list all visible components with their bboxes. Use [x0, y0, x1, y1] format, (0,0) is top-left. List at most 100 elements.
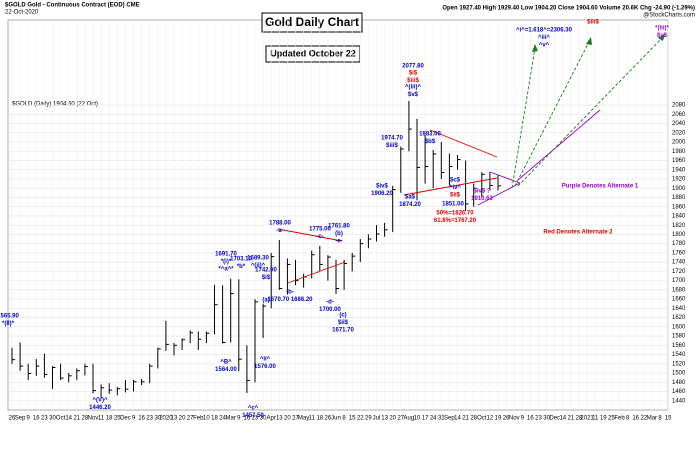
red-line [429, 129, 498, 158]
x-tick-label: 9 [521, 416, 525, 422]
y-tick-label: 1920 [672, 177, 686, 183]
y-tick-label: 1960 [672, 158, 686, 164]
annotation: $b$ [425, 139, 436, 145]
y-tick-label: 1600 [672, 324, 686, 330]
annotation: $iii$ [407, 78, 419, 84]
y-tick-label: 1860 [672, 204, 686, 210]
x-tick-label: 30 [49, 416, 56, 422]
annotation: 1788.00 [269, 221, 291, 227]
annotation: $iii$ [587, 20, 599, 26]
header-source: @StockCharts.com [643, 13, 695, 19]
x-tick-label: 14 [65, 416, 72, 422]
x-tick-label: 8 [342, 416, 346, 422]
y-tick-label: 2040 [672, 121, 686, 127]
annotation: 1670.70 1686.20 [267, 297, 313, 303]
x-tick-label: 21 [73, 416, 80, 422]
annotation: Purple Denotes Alternate 1 [562, 184, 639, 190]
x-tick-label: 26 [9, 416, 16, 422]
x-tick-label: 24 [219, 416, 226, 422]
y-tick-label: 1900 [672, 186, 686, 192]
x-tick-label: 19 [495, 416, 502, 422]
annotation: 1564.00 [215, 367, 237, 373]
x-tick-label: 14 [454, 416, 461, 422]
y-tick-label: 1840 [672, 214, 686, 220]
annotation: *(i)* [221, 259, 232, 265]
purple-line [477, 182, 521, 206]
x-tick-label: Dec [549, 416, 560, 422]
x-tick-label: 11 [309, 416, 316, 422]
x-tick-label: 28 [82, 416, 89, 422]
annotation: Red Denotes Alternate 2 [543, 230, 613, 236]
y-tick-label: 1720 [672, 269, 686, 275]
x-tick-label: 20 [389, 416, 396, 422]
annotation: $ii$ [338, 320, 349, 326]
x-tick-label: 21 [568, 416, 575, 422]
price-bars [11, 100, 501, 398]
x-tick-label: 16 [138, 416, 145, 422]
x-tick-label: Jun [331, 416, 341, 422]
annotation: ^v^ [539, 43, 550, 49]
y-tick-label: 1940 [672, 167, 686, 173]
x-tick-label: 27 [397, 416, 404, 422]
x-tick-label: 30 [543, 416, 550, 422]
annotation: 1906.20 [371, 191, 393, 197]
x-tick-label: 8 [658, 416, 662, 422]
trend-lines [277, 34, 665, 284]
x-tick-label: 11 [592, 416, 599, 422]
x-tick-label: Nov [88, 416, 99, 422]
x-tick-label: Aug [404, 416, 415, 422]
x-tick-label: 11 [98, 416, 105, 422]
x-tick-label: 30 [260, 416, 267, 422]
x-tick-label: Mar [647, 416, 657, 422]
y-tick-label: 1880 [672, 195, 686, 201]
x-tick-label: Jul [373, 416, 381, 422]
annotation: 1775.00 [309, 227, 331, 233]
x-tick-label: May [298, 416, 309, 422]
x-tick-label: Nov [509, 416, 520, 422]
chart-title: Gold Daily Chart [265, 15, 359, 29]
purple-line [517, 109, 601, 181]
y-tick-label: 1520 [672, 361, 686, 367]
x-tick-label: Feb [193, 416, 204, 422]
x-tick-label: 26 [325, 416, 332, 422]
y-tick-label: 1980 [672, 149, 686, 155]
x-tick-label: 29 [365, 416, 372, 422]
x-tick-label: 28 [576, 416, 583, 422]
annotation: $v$ [657, 33, 668, 39]
annotation: $c$ [450, 178, 461, 184]
x-tick-label: 24 [430, 416, 437, 422]
y-tick-label: 1540 [672, 352, 686, 358]
annotation: $ii$ [450, 193, 461, 199]
arrow-head [586, 37, 592, 45]
y-tick-label: 1680 [672, 287, 686, 293]
annotation: -d- [326, 300, 334, 306]
green-arrow [511, 47, 536, 189]
x-tick-label: 15 [349, 416, 356, 422]
y-tick-label: 1780 [672, 241, 686, 247]
annotation: 1742.90 [255, 268, 277, 274]
header-date: 22-Oct-2020 [5, 10, 39, 16]
x-tick-label: Sep [15, 416, 26, 422]
x-tick-label: 28 [470, 416, 477, 422]
annotation: $a$ [405, 195, 416, 201]
green-arrow [514, 39, 591, 187]
annotation: $i$ [262, 275, 271, 281]
x-tick-label: 16 [244, 416, 251, 422]
x-tick-label: 18 [106, 416, 113, 422]
x-tick-label: Feb [614, 416, 625, 422]
x-tick-label: 2020 [159, 416, 173, 422]
x-tick-label: 2021 [580, 416, 594, 422]
y-tick-label: 1700 [672, 278, 686, 284]
annotation: 1565.90 [0, 314, 20, 320]
x-tick-label: 15 [665, 416, 672, 422]
x-tick-label: 30 [154, 416, 161, 422]
header-quote: Open 1927.40 High 1929.40 Low 1904.20 Cl… [442, 6, 695, 12]
y-tick-label: 1480 [672, 380, 686, 386]
x-tick-label: 9 [237, 416, 241, 422]
x-tick-label: 14 [559, 416, 566, 422]
legend-label: $GOLD (Daily) 1904.60 (22 Oct) [12, 102, 98, 108]
grid [8, 20, 669, 410]
annotation: ^iv^ [449, 185, 462, 191]
header-symbol: $GOLD Gold - Continuous Contract (EOD) C… [5, 3, 140, 9]
